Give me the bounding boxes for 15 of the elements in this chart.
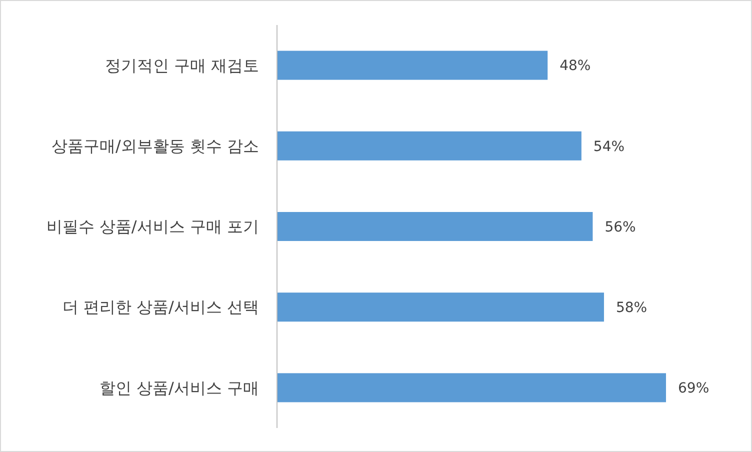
bar	[277, 50, 548, 80]
y-tick-label: 할인 상품/서비스 구매	[99, 378, 259, 398]
y-tick-label: 더 편리한 상품/서비스 선택	[62, 298, 259, 317]
y-tick-label: 비필수 상품/서비스 구매 포기	[46, 217, 259, 236]
data-label: 56%	[604, 219, 636, 236]
data-label: 58%	[616, 300, 648, 316]
bar	[277, 131, 582, 160]
bar	[277, 292, 604, 322]
y-tick-label: 상품구매/외부활동 횟수 감소	[51, 136, 259, 156]
bar	[277, 212, 593, 242]
data-label: 54%	[593, 138, 625, 155]
bar	[277, 373, 666, 402]
y-tick-label: 정기적인 구매 재검토	[104, 56, 259, 75]
data-label: 69%	[678, 380, 710, 397]
data-label: 48%	[560, 58, 591, 74]
